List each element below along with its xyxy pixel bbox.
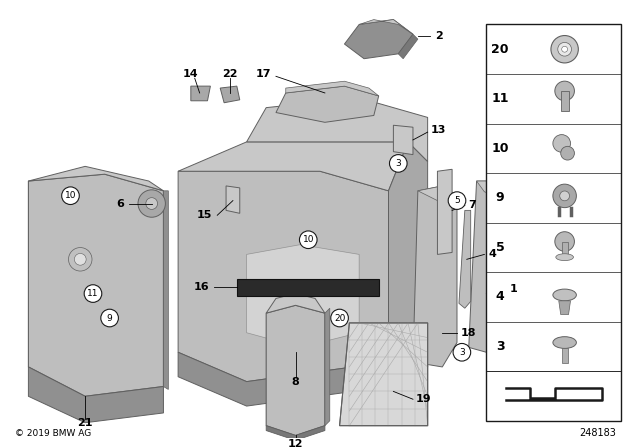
Circle shape bbox=[555, 232, 575, 251]
Polygon shape bbox=[220, 86, 240, 103]
Text: 17: 17 bbox=[255, 69, 271, 79]
Text: 3: 3 bbox=[396, 159, 401, 168]
Text: 9: 9 bbox=[107, 314, 113, 323]
Polygon shape bbox=[266, 426, 325, 440]
Text: 15: 15 bbox=[197, 210, 212, 220]
Polygon shape bbox=[394, 125, 413, 155]
Polygon shape bbox=[398, 34, 418, 59]
Circle shape bbox=[560, 191, 570, 201]
Text: 18: 18 bbox=[461, 327, 476, 338]
Polygon shape bbox=[388, 142, 428, 362]
Text: 9: 9 bbox=[496, 191, 504, 204]
Circle shape bbox=[61, 187, 79, 205]
Circle shape bbox=[448, 192, 466, 209]
Text: 11: 11 bbox=[492, 92, 509, 105]
Text: 248183: 248183 bbox=[580, 427, 616, 438]
Polygon shape bbox=[246, 98, 428, 161]
Bar bbox=[562, 241, 568, 259]
Text: 20: 20 bbox=[492, 43, 509, 56]
Polygon shape bbox=[246, 245, 359, 347]
Text: 3: 3 bbox=[459, 348, 465, 357]
Circle shape bbox=[138, 190, 165, 217]
Text: 2: 2 bbox=[435, 31, 444, 41]
Text: 10: 10 bbox=[65, 191, 76, 200]
Polygon shape bbox=[477, 181, 496, 196]
Polygon shape bbox=[459, 211, 470, 308]
Polygon shape bbox=[163, 191, 168, 389]
Circle shape bbox=[558, 43, 572, 56]
Polygon shape bbox=[28, 367, 163, 423]
Circle shape bbox=[450, 194, 464, 207]
Polygon shape bbox=[178, 352, 388, 406]
Circle shape bbox=[331, 309, 348, 327]
Text: 3: 3 bbox=[496, 340, 504, 353]
Text: © 2019 BMW AG: © 2019 BMW AG bbox=[15, 429, 91, 438]
Polygon shape bbox=[340, 323, 428, 426]
Bar bbox=[486, 25, 621, 421]
Circle shape bbox=[553, 184, 577, 207]
Polygon shape bbox=[418, 186, 457, 201]
Text: 13: 13 bbox=[431, 125, 446, 135]
Text: 20: 20 bbox=[334, 314, 345, 323]
Polygon shape bbox=[237, 279, 379, 296]
Circle shape bbox=[146, 198, 157, 209]
Circle shape bbox=[68, 248, 92, 271]
Polygon shape bbox=[359, 20, 413, 34]
Polygon shape bbox=[559, 301, 570, 314]
Circle shape bbox=[561, 146, 575, 160]
Text: 4: 4 bbox=[495, 290, 504, 303]
Text: 12: 12 bbox=[288, 439, 303, 448]
Bar bbox=[561, 91, 568, 111]
Text: 7: 7 bbox=[468, 201, 477, 211]
Circle shape bbox=[390, 155, 407, 172]
Polygon shape bbox=[325, 308, 330, 426]
Circle shape bbox=[555, 81, 575, 101]
Polygon shape bbox=[28, 166, 163, 191]
Polygon shape bbox=[191, 86, 211, 101]
Polygon shape bbox=[226, 186, 240, 213]
Polygon shape bbox=[388, 362, 428, 387]
Ellipse shape bbox=[553, 337, 577, 349]
Polygon shape bbox=[437, 169, 452, 254]
Text: 19: 19 bbox=[416, 394, 431, 404]
Text: 14: 14 bbox=[183, 69, 198, 79]
Polygon shape bbox=[468, 181, 496, 352]
Text: 10: 10 bbox=[303, 235, 314, 244]
Polygon shape bbox=[276, 86, 379, 122]
Circle shape bbox=[101, 309, 118, 327]
Text: 11: 11 bbox=[87, 289, 99, 298]
Ellipse shape bbox=[556, 254, 573, 261]
Polygon shape bbox=[413, 186, 457, 367]
Polygon shape bbox=[178, 171, 388, 382]
Text: 16: 16 bbox=[194, 282, 209, 292]
Text: 21: 21 bbox=[77, 418, 93, 428]
Text: 22: 22 bbox=[222, 69, 237, 79]
Circle shape bbox=[562, 46, 568, 52]
Polygon shape bbox=[178, 142, 408, 191]
Circle shape bbox=[453, 344, 470, 361]
Text: 5: 5 bbox=[454, 196, 460, 205]
Circle shape bbox=[300, 231, 317, 249]
Circle shape bbox=[553, 134, 570, 152]
Polygon shape bbox=[266, 305, 325, 435]
Text: 4: 4 bbox=[488, 250, 496, 259]
Polygon shape bbox=[344, 20, 413, 59]
Bar bbox=[562, 349, 568, 363]
Polygon shape bbox=[28, 174, 163, 396]
Ellipse shape bbox=[553, 289, 577, 301]
Text: 8: 8 bbox=[292, 377, 300, 387]
Text: 1: 1 bbox=[510, 284, 518, 294]
Circle shape bbox=[74, 254, 86, 265]
Polygon shape bbox=[266, 293, 325, 313]
Circle shape bbox=[84, 285, 102, 302]
Text: 6: 6 bbox=[116, 198, 124, 208]
Text: 10: 10 bbox=[492, 142, 509, 155]
Text: 5: 5 bbox=[495, 241, 504, 254]
Circle shape bbox=[551, 35, 579, 63]
Polygon shape bbox=[285, 81, 379, 96]
